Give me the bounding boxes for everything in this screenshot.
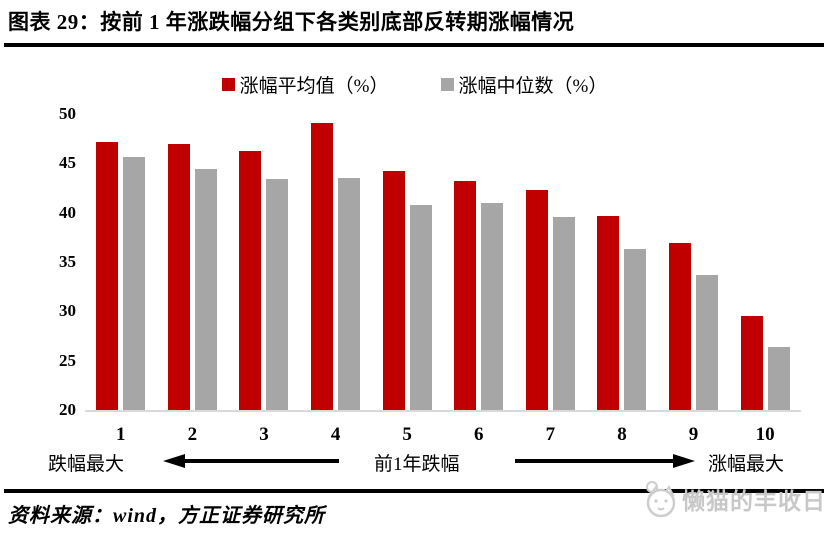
legend-swatch-red (221, 78, 235, 91)
top-divider (4, 43, 824, 47)
legend-label-median: 涨幅中位数（%） (458, 76, 608, 97)
arrow-pointing-left-icon (163, 454, 339, 468)
bar (525, 189, 548, 410)
source-note: 资料来源：wind，方正证券研究所 (8, 505, 326, 527)
figure-title: 图表 29：按前 1 年涨跌幅分组下各类别底部反转期涨幅情况 (8, 10, 575, 34)
x-tick-label: 9 (688, 424, 699, 445)
y-tick-label: 35 (59, 252, 76, 271)
x-annotation-left: 跌幅最大 (48, 454, 125, 475)
bar-group-3 (239, 114, 289, 410)
legend-item-median: 涨幅中位数（%） (440, 71, 608, 98)
bar (740, 316, 763, 410)
x-tick-label: 6 (474, 424, 484, 445)
bar-group-1 (96, 114, 146, 410)
bar (167, 143, 190, 410)
legend-item-mean: 涨幅平均值（%） (221, 71, 389, 98)
x-annotation-center: 前1年跌幅 (374, 454, 460, 475)
bar (338, 178, 361, 410)
bar (597, 215, 620, 410)
x-tick-label: 3 (259, 424, 269, 445)
legend-swatch-gray (440, 78, 454, 91)
cat-face-icon (646, 481, 676, 518)
bar (669, 243, 692, 410)
chart-legend: 涨幅平均值（%） 涨幅中位数（%） (0, 71, 829, 98)
bar (266, 179, 289, 410)
bar-group-5 (382, 114, 432, 410)
legend-label-mean: 涨幅平均值（%） (239, 76, 389, 97)
y-tick-label: 45 (59, 153, 76, 173)
bar-group-10 (740, 114, 790, 410)
x-tick-label: 1 (116, 424, 126, 445)
y-tick-label: 40 (59, 202, 76, 222)
arrow-pointing-right-icon (515, 454, 695, 468)
bar-group-8 (597, 114, 647, 410)
y-tick-label: 20 (59, 400, 76, 419)
x-axis: 1 2 3 4 5 6 7 8 9 10 (85, 424, 801, 446)
plot-area (85, 114, 801, 412)
y-tick-label: 30 (59, 301, 76, 321)
bar (194, 169, 217, 410)
bar (696, 274, 719, 410)
bar (96, 141, 119, 410)
bar (123, 157, 146, 410)
x-tick-label: 5 (402, 424, 412, 445)
x-tick-label: 7 (545, 424, 556, 445)
bar (481, 202, 504, 410)
bar-group-7 (525, 114, 575, 410)
x-annotation-right: 涨幅最大 (708, 454, 785, 475)
x-tick-label: 10 (755, 424, 775, 445)
bar-group-6 (454, 114, 504, 410)
bottom-divider (4, 489, 824, 493)
y-tick-label: 50 (59, 104, 76, 123)
watermark: 懒猫的丰收日 (640, 479, 826, 519)
bar (382, 171, 405, 410)
bar-group-2 (167, 114, 217, 410)
x-tick-label: 8 (617, 424, 627, 445)
x-tick-label: 2 (187, 424, 198, 445)
bar (311, 122, 334, 410)
bar (409, 204, 432, 410)
x-tick-label: 4 (330, 424, 341, 445)
bar (552, 216, 575, 410)
bar-group-9 (669, 114, 719, 410)
bar (239, 150, 262, 410)
bar (767, 346, 790, 410)
bar (624, 249, 647, 410)
watermark-text: 懒猫的丰收日 (682, 489, 826, 514)
bar (454, 181, 477, 410)
y-tick-label: 25 (59, 350, 76, 370)
bar-group-4 (311, 114, 361, 410)
